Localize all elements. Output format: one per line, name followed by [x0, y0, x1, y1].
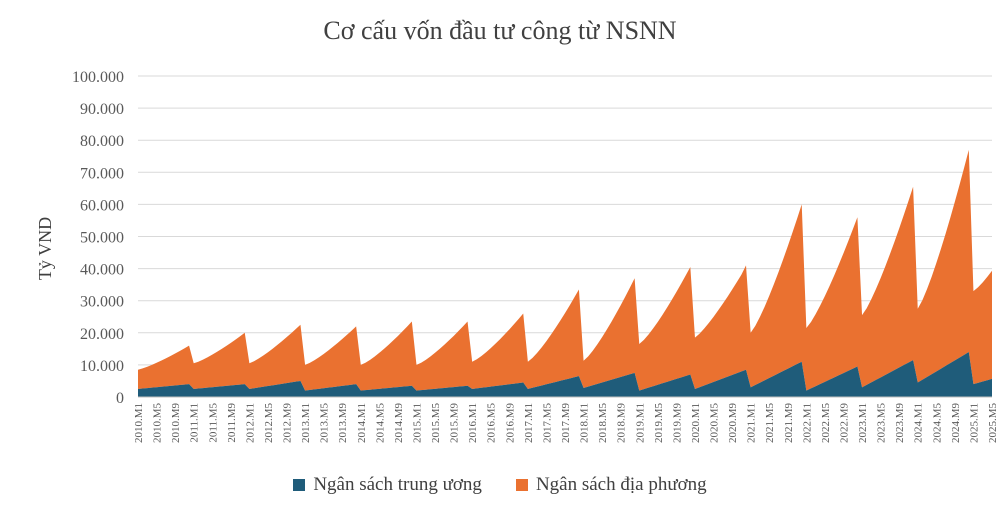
y-tick-label: 10.000 [80, 358, 124, 375]
legend-item-central: Ngân sách trung ương [293, 474, 482, 496]
x-tick-label: 2022.M5 [820, 403, 832, 444]
series-area-local [138, 149, 992, 391]
x-tick-label: 2023.M9 [894, 403, 906, 444]
x-tick-label: 2019.M9 [671, 403, 683, 444]
x-tick-label: 2013.M5 [319, 403, 331, 444]
x-tick-label: 2014.M9 [393, 403, 405, 444]
x-tick-label: 2020.M1 [690, 403, 702, 443]
x-tick-label: 2022.M9 [838, 403, 850, 444]
x-tick-label: 2025.M1 [968, 403, 980, 443]
y-tick-label: 20.000 [80, 326, 124, 343]
x-tick-label: 2019.M5 [653, 403, 665, 444]
x-tick-label: 2013.M1 [300, 403, 312, 443]
y-tick-label: 60.000 [80, 197, 124, 214]
x-tick-label: 2020.M5 [709, 403, 721, 444]
x-tick-label: 2010.M9 [170, 403, 182, 444]
x-tick-label: 2018.M1 [579, 403, 591, 443]
x-tick-label: 2020.M9 [727, 403, 739, 444]
y-tick-label: 70.000 [80, 165, 124, 182]
legend: Ngân sách trung ương Ngân sách địa phươn… [0, 474, 1000, 496]
x-tick-label: 2014.M1 [356, 403, 368, 443]
x-tick-label: 2014.M5 [374, 403, 386, 444]
x-tick-label: 2010.M5 [152, 403, 164, 444]
legend-label-central: Ngân sách trung ương [313, 474, 482, 495]
x-tick-label: 2021.M9 [783, 403, 795, 444]
x-tick-label: 2021.M1 [746, 403, 758, 443]
x-tick-label: 2011.M9 [226, 403, 238, 443]
x-tick-label: 2016.M5 [486, 403, 498, 444]
x-tick-label: 2015.M9 [449, 403, 461, 444]
y-tick-label: 100.000 [72, 69, 124, 86]
x-tick-label: 2024.M9 [950, 403, 962, 444]
x-tick-label: 2016.M9 [504, 403, 516, 444]
x-tick-label: 2016.M1 [467, 403, 479, 443]
x-tick-label: 2012.M9 [282, 403, 294, 444]
x-tick-label: 2018.M5 [597, 403, 609, 444]
series-area-central [138, 352, 992, 397]
chart-title: Cơ cấu vốn đầu tư công từ NSNN [323, 16, 677, 45]
x-tick-label: 2017.M1 [523, 403, 535, 443]
y-tick-label: 90.000 [80, 101, 124, 118]
legend-swatch-central [293, 479, 306, 491]
legend-item-local: Ngân sách địa phương [515, 474, 707, 496]
x-tick-label: 2021.M5 [764, 403, 776, 444]
x-tick-label: 2019.M1 [634, 403, 646, 443]
y-tick-label: 40.000 [80, 262, 124, 279]
x-tick-label: 2015.M1 [411, 403, 423, 443]
y-tick-label: 0 [116, 390, 124, 407]
x-tick-label: 2024.M1 [913, 403, 925, 443]
x-tick-label: 2025.M5 [987, 403, 999, 444]
x-tick-label: 2010.M1 [133, 403, 145, 443]
x-tick-label: 2011.M1 [189, 403, 201, 443]
x-tick-label: 2013.M9 [337, 403, 349, 444]
x-tick-label: 2017.M5 [541, 403, 553, 444]
legend-label-local: Ngân sách địa phương [535, 474, 707, 495]
legend-swatch-local [515, 479, 528, 491]
x-tick-label: 2015.M5 [430, 403, 442, 444]
x-tick-label: 2024.M5 [931, 403, 943, 444]
x-tick-label: 2018.M9 [616, 403, 628, 444]
y-tick-label: 80.000 [80, 133, 124, 150]
y-tick-label: 50.000 [80, 230, 124, 247]
x-tick-label: 2023.M1 [857, 403, 869, 443]
x-tick-label: 2012.M5 [263, 403, 275, 444]
x-tick-label: 2017.M9 [560, 403, 572, 444]
x-tick-label: 2011.M5 [207, 403, 219, 443]
x-tick-label: 2023.M5 [876, 403, 888, 444]
x-tick-label: 2012.M1 [244, 403, 256, 443]
y-tick-label: 30.000 [80, 294, 124, 311]
x-tick-label: 2022.M1 [801, 403, 813, 443]
